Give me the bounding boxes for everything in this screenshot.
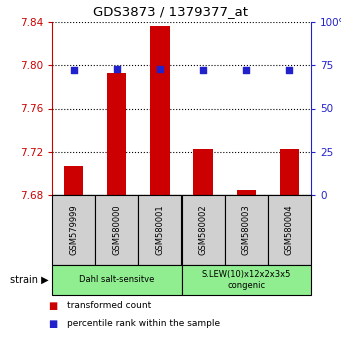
Bar — [150, 26, 169, 195]
Text: transformed count: transformed count — [67, 301, 152, 310]
Text: GSM580003: GSM580003 — [242, 205, 251, 255]
Text: GSM579999: GSM579999 — [69, 205, 78, 255]
Point — [243, 68, 249, 73]
Text: S.LEW(10)x12x2x3x5
congenic: S.LEW(10)x12x2x3x5 congenic — [202, 270, 291, 290]
Bar — [107, 73, 127, 195]
Text: percentile rank within the sample: percentile rank within the sample — [67, 319, 221, 328]
Bar — [64, 166, 83, 195]
Text: strain ▶: strain ▶ — [10, 275, 48, 285]
Text: GSM580002: GSM580002 — [198, 205, 208, 255]
Bar — [237, 190, 256, 195]
Text: GSM580001: GSM580001 — [155, 205, 164, 255]
Point — [201, 68, 206, 73]
Text: ■: ■ — [48, 319, 58, 329]
Text: ■: ■ — [48, 301, 58, 311]
Point — [287, 68, 292, 73]
Text: Dahl salt-sensitve: Dahl salt-sensitve — [79, 275, 154, 285]
Bar — [193, 149, 213, 195]
Bar — [280, 149, 299, 195]
Point — [114, 66, 119, 72]
Text: GSM580000: GSM580000 — [112, 205, 121, 255]
Point — [157, 66, 163, 72]
Point — [71, 68, 76, 73]
Text: GSM580004: GSM580004 — [285, 205, 294, 255]
Text: GDS3873 / 1379377_at: GDS3873 / 1379377_at — [93, 5, 248, 18]
